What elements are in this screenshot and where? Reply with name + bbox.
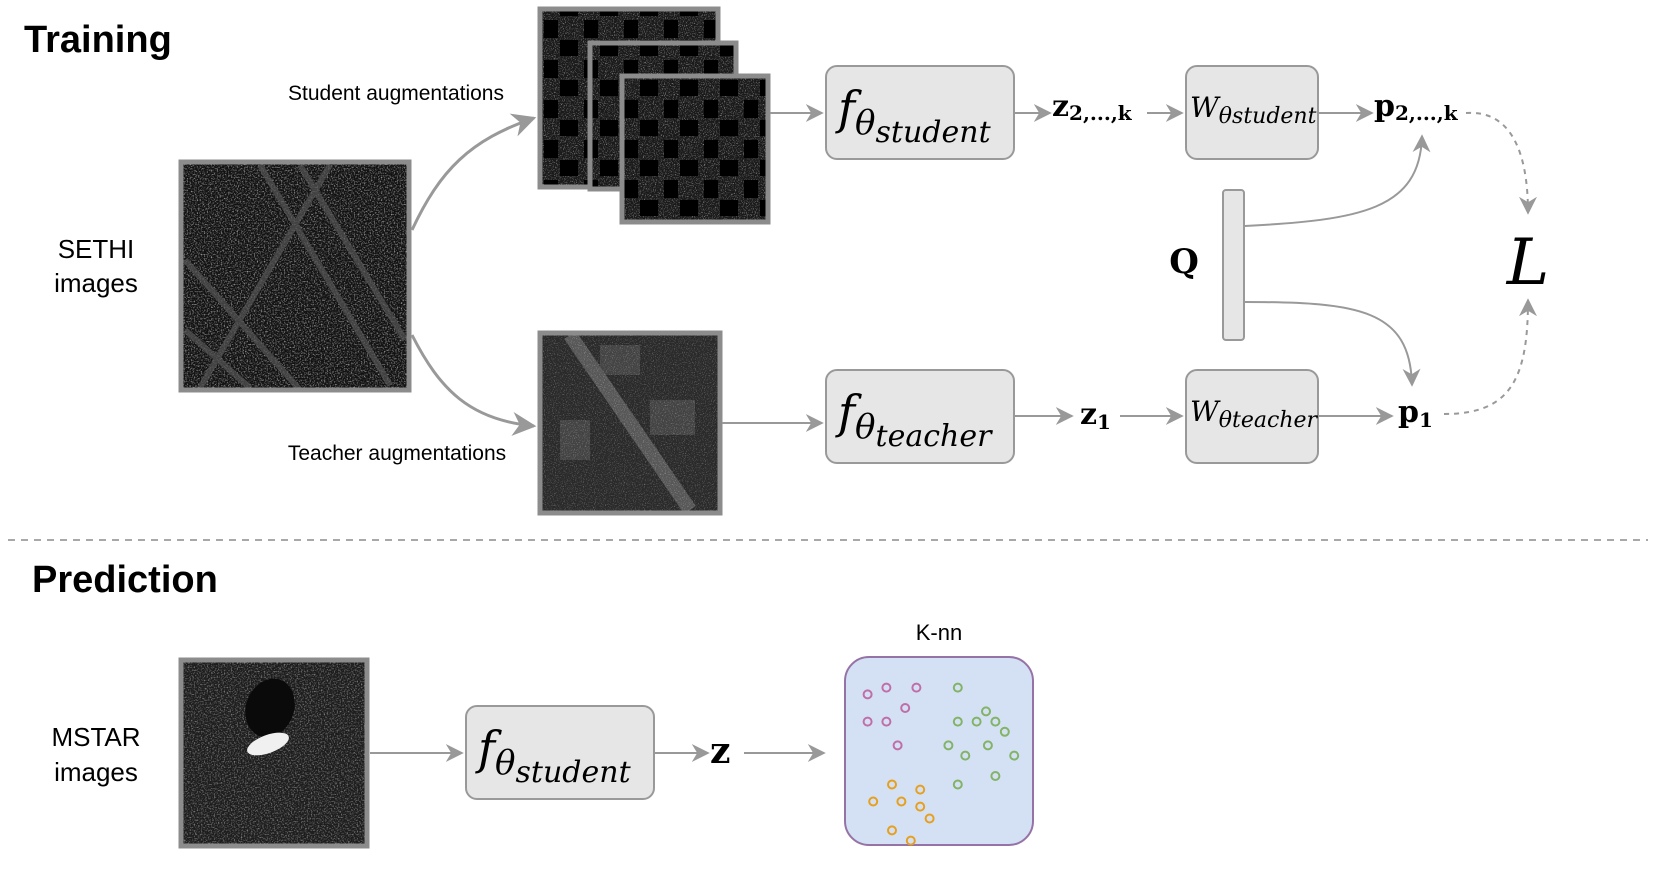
p-student-label: p2,...,k (1374, 89, 1459, 125)
z-teacher-label: z1 (1080, 397, 1111, 434)
knn-point-cluster2 (990, 716, 1001, 727)
teacher-head-label: Wθteacher (1190, 395, 1319, 433)
knn-point-cluster3 (905, 835, 916, 846)
knn-point-cluster2 (982, 740, 993, 751)
arrow-p-student-to-loss (1465, 111, 1537, 215)
z-pred-label: z (710, 730, 730, 772)
knn-point-cluster2 (952, 716, 963, 727)
knn-panel (844, 656, 1034, 846)
knn-points (862, 682, 1020, 846)
arrow-queue-to-p-teacher (1244, 301, 1421, 387)
mstar-label-line2: images (54, 757, 138, 787)
knn-point-cluster2 (960, 750, 971, 761)
sethi-sar-image (178, 159, 412, 393)
knn-point-cluster2 (943, 740, 954, 751)
prediction-encoder-label: fθstudent (475, 721, 632, 790)
knn-point-cluster2 (981, 706, 991, 717)
queue-bar (1222, 189, 1245, 341)
student-head-box: Wθstudent (1185, 65, 1319, 160)
knn-point-cluster2 (952, 682, 963, 693)
arrow-p-teacher-to-loss (1443, 298, 1537, 415)
knn-point-cluster3 (868, 796, 879, 807)
arrow-to-student-aug (410, 113, 537, 231)
teacher-augmentations-label: Teacher augmentations (288, 442, 506, 465)
knn-point-cluster3 (887, 779, 897, 790)
knn-point-cluster1 (892, 740, 903, 751)
z-student-label: z2,...,k (1052, 89, 1133, 125)
sethi-label-line1: SETHI (58, 234, 135, 264)
knn-point-cluster2 (971, 716, 982, 727)
knn-point-cluster1 (862, 689, 873, 700)
knn-point-cluster3 (924, 813, 935, 824)
knn-title: K-nn (916, 620, 962, 645)
knn-point-cluster1 (881, 716, 892, 727)
knn-point-cluster2 (1009, 750, 1020, 761)
prediction-encoder-box: fθstudent (465, 705, 655, 800)
training-title: Training (24, 19, 172, 61)
student-encoder-box: fθstudent (825, 65, 1015, 160)
loss-label: L (1506, 226, 1550, 300)
knn-point-cluster1 (900, 703, 911, 713)
arrow-to-teacher-aug (410, 334, 537, 436)
student-encoder-label: fθstudent (835, 81, 992, 150)
teacher-encoder-label: fθteacher (835, 385, 993, 454)
prediction-title: Prediction (32, 559, 218, 601)
sethi-label-line2: images (54, 268, 138, 298)
student-aug-image-3 (619, 73, 771, 225)
p-teacher-label: p1 (1398, 395, 1433, 432)
teacher-augmented-image (537, 330, 723, 516)
queue-label: Q (1169, 242, 1199, 282)
student-augmentations-label: Student augmentations (288, 82, 504, 105)
knn-point-cluster3 (915, 801, 926, 812)
knn-point-cluster3 (896, 796, 907, 807)
knn-point-cluster3 (887, 825, 897, 836)
knn-point-cluster3 (915, 784, 926, 795)
student-augmented-images (537, 6, 771, 225)
teacher-encoder-box: fθteacher (825, 369, 1015, 464)
mstar-sar-image (178, 657, 370, 849)
knn-point-cluster1 (881, 682, 892, 693)
student-head-label: Wθstudent (1190, 91, 1317, 129)
mstar-label-line1: MSTAR (51, 722, 140, 752)
knn-point-cluster2 (999, 726, 1010, 737)
knn-point-cluster2 (990, 771, 1001, 781)
arrow-queue-to-p-student (1244, 134, 1431, 227)
knn-point-cluster1 (911, 682, 922, 693)
knn-point-cluster2 (952, 779, 963, 790)
knn-point-cluster1 (862, 716, 873, 727)
teacher-head-box: Wθteacher (1185, 369, 1319, 464)
